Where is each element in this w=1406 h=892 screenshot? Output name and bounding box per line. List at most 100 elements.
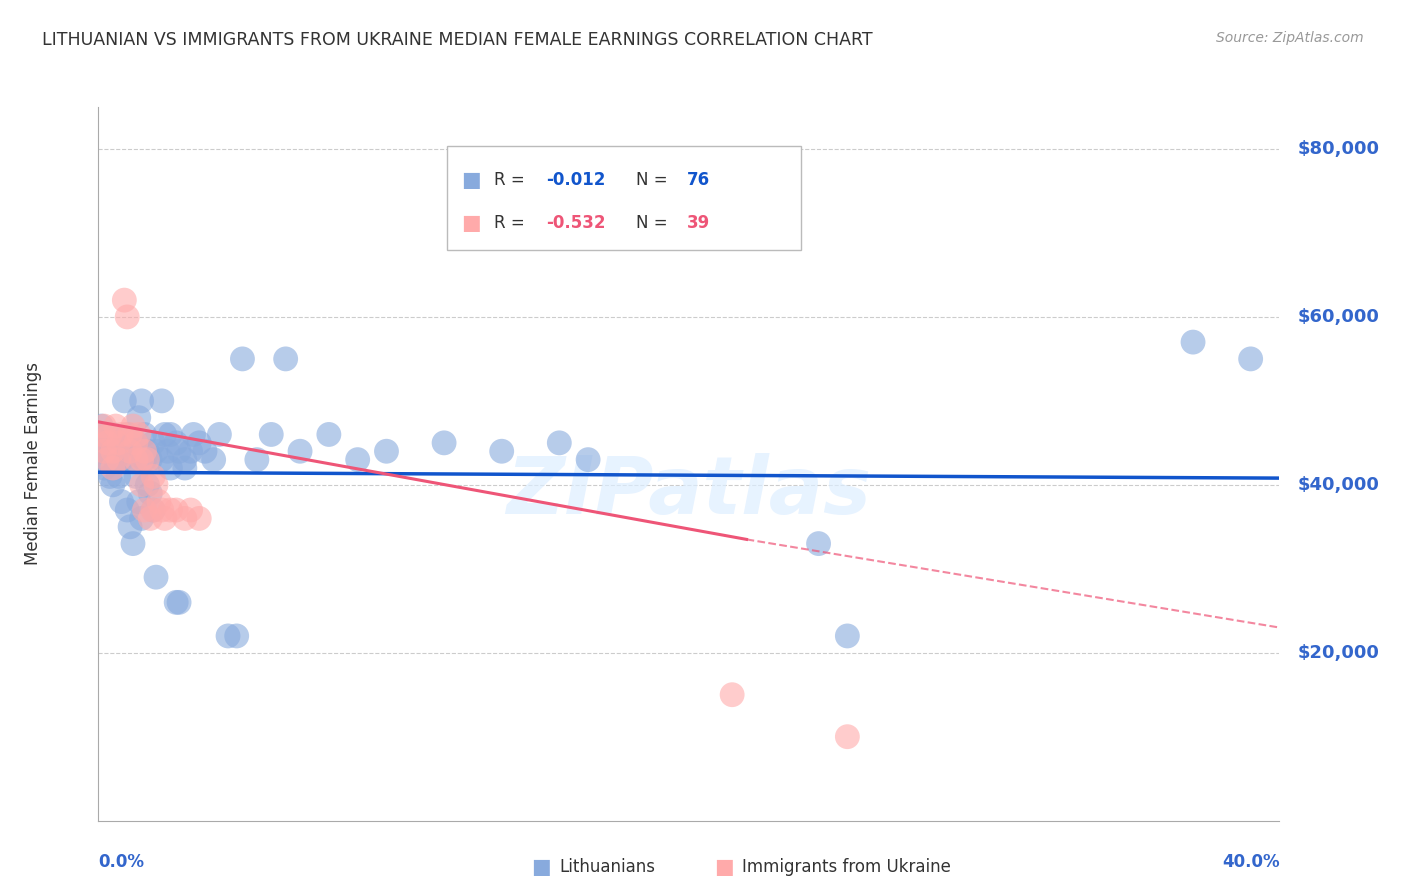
- Point: [115, 310, 138, 324]
- Point: [107, 452, 129, 467]
- Point: [125, 452, 148, 467]
- Point: [125, 469, 148, 483]
- Point: [136, 478, 159, 492]
- Point: [98, 444, 121, 458]
- Point: [98, 427, 121, 442]
- Point: [150, 393, 173, 408]
- Point: [136, 452, 159, 467]
- Point: [128, 427, 150, 442]
- Text: ■: ■: [461, 169, 481, 190]
- Point: [122, 536, 145, 550]
- Point: [145, 444, 167, 458]
- Point: [131, 478, 153, 492]
- Text: 39: 39: [686, 214, 710, 232]
- Point: [150, 503, 173, 517]
- Point: [148, 494, 170, 508]
- Point: [120, 520, 142, 534]
- Point: [156, 444, 179, 458]
- Point: [145, 478, 167, 492]
- Point: [173, 452, 195, 467]
- Point: [807, 536, 830, 550]
- Point: [131, 452, 153, 467]
- Point: [93, 427, 115, 442]
- Text: ZIPatlas: ZIPatlas: [506, 453, 872, 532]
- Point: [101, 444, 124, 458]
- Text: $80,000: $80,000: [1298, 140, 1379, 158]
- Point: [110, 452, 132, 467]
- Point: [318, 427, 340, 442]
- Point: [131, 511, 153, 525]
- Point: [165, 435, 187, 450]
- Point: [150, 452, 173, 467]
- Point: [225, 629, 247, 643]
- Point: [433, 435, 456, 450]
- Point: [837, 629, 859, 643]
- Point: [112, 444, 135, 458]
- Point: [491, 444, 513, 458]
- Point: [90, 444, 112, 458]
- Point: [721, 688, 744, 702]
- Point: [98, 469, 121, 483]
- Point: [96, 452, 118, 467]
- Text: $20,000: $20,000: [1298, 644, 1379, 662]
- Point: [167, 444, 190, 458]
- Text: 40.0%: 40.0%: [1222, 853, 1279, 871]
- Text: N =: N =: [636, 171, 672, 189]
- Point: [139, 486, 162, 500]
- Point: [142, 435, 165, 450]
- Point: [139, 511, 162, 525]
- Text: Lithuanians: Lithuanians: [560, 858, 655, 876]
- Point: [134, 452, 156, 467]
- Point: [128, 410, 150, 425]
- Point: [576, 452, 599, 467]
- Point: [260, 427, 283, 442]
- Point: [122, 444, 145, 458]
- Point: [90, 419, 112, 434]
- Point: [90, 427, 112, 442]
- Point: [134, 503, 156, 517]
- Point: [107, 469, 129, 483]
- Text: $60,000: $60,000: [1298, 308, 1379, 326]
- Point: [142, 469, 165, 483]
- Point: [246, 452, 269, 467]
- Point: [288, 444, 311, 458]
- Point: [110, 427, 132, 442]
- Point: [101, 478, 124, 492]
- Point: [1182, 335, 1205, 350]
- Point: [208, 427, 231, 442]
- Text: ■: ■: [714, 857, 734, 877]
- Point: [159, 427, 181, 442]
- Point: [142, 503, 165, 517]
- Point: [153, 511, 176, 525]
- Point: [122, 419, 145, 434]
- Point: [96, 452, 118, 467]
- Text: -0.012: -0.012: [546, 171, 606, 189]
- Point: [180, 444, 202, 458]
- Point: [194, 444, 217, 458]
- Point: [96, 435, 118, 450]
- Point: [136, 444, 159, 458]
- Point: [120, 444, 142, 458]
- Point: [101, 461, 124, 475]
- Text: Immigrants from Ukraine: Immigrants from Ukraine: [742, 858, 952, 876]
- Point: [153, 427, 176, 442]
- Point: [104, 419, 127, 434]
- Point: [112, 393, 135, 408]
- Point: [131, 393, 153, 408]
- Point: [188, 511, 211, 525]
- Point: [125, 435, 148, 450]
- Point: [173, 461, 195, 475]
- Point: [110, 494, 132, 508]
- Point: [202, 452, 225, 467]
- Point: [115, 427, 138, 442]
- Text: ■: ■: [531, 857, 551, 877]
- Point: [93, 444, 115, 458]
- Text: 0.0%: 0.0%: [98, 853, 145, 871]
- Point: [93, 419, 115, 434]
- Point: [134, 444, 156, 458]
- Point: [96, 435, 118, 450]
- Point: [104, 452, 127, 467]
- Text: Source: ZipAtlas.com: Source: ZipAtlas.com: [1216, 31, 1364, 45]
- Point: [107, 435, 129, 450]
- Point: [120, 427, 142, 442]
